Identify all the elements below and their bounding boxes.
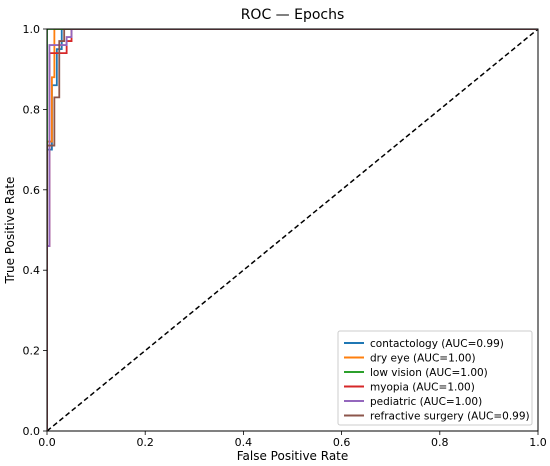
y-tick-label: 0.6	[23, 184, 41, 197]
legend-label: myopia (AUC=1.00)	[370, 382, 475, 394]
legend-label: contactology (AUC=0.99)	[370, 338, 504, 350]
legend-label: refractive surgery (AUC=0.99)	[370, 411, 530, 423]
x-tick-label: 0.4	[235, 436, 253, 449]
y-axis-label: True Positive Rate	[3, 177, 17, 285]
plot-data	[47, 29, 538, 431]
x-tick-label: 0.2	[136, 436, 154, 449]
y-tick-label: 0.2	[23, 345, 41, 358]
y-tick-label: 0.8	[23, 103, 41, 116]
legend-label: dry eye (AUC=1.00)	[370, 353, 476, 365]
x-tick-label: 0.8	[431, 436, 449, 449]
legend-box	[337, 330, 533, 426]
plot-frame	[46, 28, 539, 432]
roc-curve-dry-eye	[47, 29, 538, 431]
x-tick-label: 1.0	[529, 436, 547, 449]
y-tick-label: 0.4	[23, 264, 41, 277]
x-tick-label: 0.6	[333, 436, 351, 449]
y-tick-label: 0.0	[23, 425, 41, 438]
chance-diagonal-line	[47, 29, 538, 431]
axis-ticks: 0.0 0.2 0.4 0.6 0.8 1.0 0.0 0.2 0.4 0.6 0.8 1.0	[23, 23, 547, 449]
chart-title: ROC — Epochs	[241, 7, 345, 23]
roc-curve-refractive-surgery	[47, 29, 538, 431]
y-tick-label: 1.0	[23, 23, 41, 36]
legend-label: pediatric (AUC=1.00)	[370, 396, 482, 408]
legend-label: low vision (AUC=1.00)	[370, 367, 488, 379]
legend: contactology (AUC=0.99) dry eye (AUC=1.00…	[337, 330, 533, 426]
x-axis-label: False Positive Rate	[237, 449, 349, 463]
x-tick-label: 0.0	[38, 436, 56, 449]
